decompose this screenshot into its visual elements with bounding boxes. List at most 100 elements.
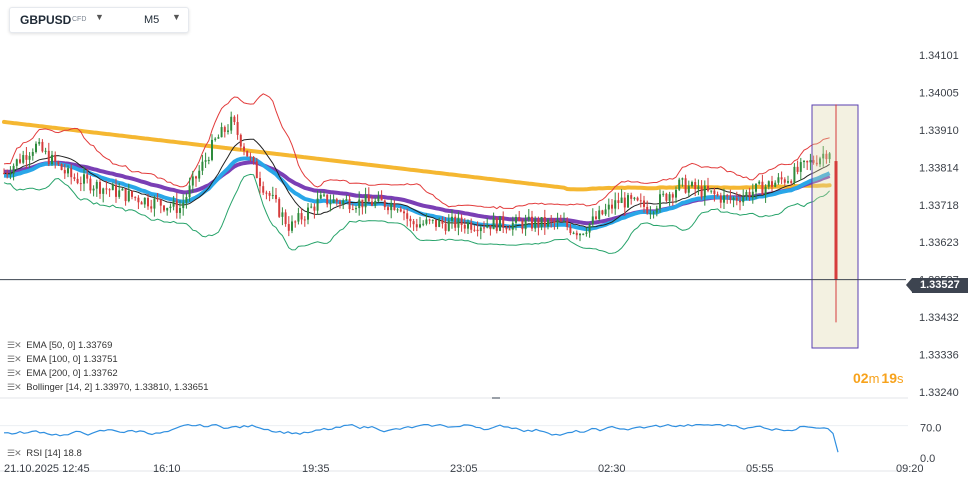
candle-body bbox=[457, 217, 460, 228]
candle-body bbox=[547, 219, 549, 227]
candle-body bbox=[351, 209, 354, 211]
candle-body bbox=[723, 195, 725, 203]
candle-countdown: 02m 19s bbox=[853, 370, 904, 386]
timeframe-selector[interactable]: M5 bbox=[144, 14, 160, 26]
candle-body bbox=[380, 196, 383, 201]
candle-body bbox=[543, 217, 546, 227]
candle-body bbox=[751, 191, 754, 198]
candle-body bbox=[623, 197, 626, 208]
candle-body bbox=[73, 177, 76, 179]
rsi-tick-label: 70.0 bbox=[920, 423, 941, 435]
indicator-legend-bollinger[interactable]: ☰✕ Bollinger [14, 2] 1.33970, 1.33810, 1… bbox=[7, 382, 209, 393]
candle-body bbox=[767, 181, 770, 187]
candle-body bbox=[575, 232, 578, 236]
candle-body bbox=[441, 220, 444, 224]
candle-body bbox=[451, 216, 453, 221]
candle-body bbox=[595, 216, 597, 219]
candle-body bbox=[6, 173, 9, 175]
candle-body bbox=[371, 201, 373, 206]
candle-body bbox=[15, 159, 18, 166]
candle-body bbox=[825, 153, 828, 160]
candle-body bbox=[531, 216, 533, 229]
indicator-legend-ema100[interactable]: ☰✕ EMA [100, 0] 1.33751 bbox=[7, 354, 118, 365]
candle-body bbox=[508, 229, 511, 231]
candle-body bbox=[604, 209, 607, 215]
candle-body bbox=[540, 217, 543, 228]
candle-body bbox=[428, 219, 431, 221]
candle-body bbox=[348, 199, 351, 210]
candle-body bbox=[297, 213, 300, 222]
candle-body bbox=[499, 216, 501, 231]
candle-body bbox=[803, 160, 805, 163]
ema100-line bbox=[3, 156, 831, 232]
candle-body bbox=[406, 213, 409, 219]
candle-body bbox=[156, 198, 159, 200]
settings-lines-icon[interactable]: ☰✕ bbox=[7, 382, 22, 392]
candle-body bbox=[790, 181, 793, 183]
candle-body bbox=[454, 216, 457, 228]
candle-body bbox=[479, 227, 482, 232]
candle-body bbox=[463, 224, 466, 229]
candle-body bbox=[588, 223, 591, 233]
candle-body bbox=[822, 153, 825, 159]
settings-lines-icon[interactable]: ☰✕ bbox=[7, 354, 22, 364]
indicator-legend-rsi[interactable]: ☰✕ RSI [14] 18.8 bbox=[7, 448, 82, 459]
candle-body bbox=[54, 154, 57, 162]
price-tick-label: 1.34101 bbox=[919, 50, 959, 62]
candle-body bbox=[630, 195, 633, 199]
candle-body bbox=[300, 213, 303, 220]
indicator-legend-ema50[interactable]: ☰✕ EMA [50, 0] 1.33769 bbox=[7, 340, 113, 351]
candle-body bbox=[633, 197, 636, 199]
candle-body bbox=[249, 156, 252, 158]
candle-body bbox=[700, 186, 703, 198]
candle-body bbox=[799, 162, 802, 172]
indicator-legend-ema200[interactable]: ☰✕ EMA [200, 0] 1.33762 bbox=[7, 368, 118, 379]
symbol-name[interactable]: GBPUSD bbox=[20, 13, 72, 27]
candle-body bbox=[639, 200, 642, 202]
candle-body bbox=[553, 220, 556, 223]
candle-body bbox=[527, 216, 530, 220]
candle-body bbox=[486, 225, 489, 228]
candle-body bbox=[431, 219, 434, 221]
candle-body bbox=[38, 141, 41, 144]
settings-lines-icon[interactable]: ☰✕ bbox=[7, 448, 22, 458]
candle-body bbox=[396, 209, 399, 211]
candle-body bbox=[668, 194, 671, 201]
candle-body bbox=[166, 207, 169, 211]
candle-body bbox=[687, 186, 690, 193]
candle-body bbox=[268, 192, 271, 196]
candle-body bbox=[319, 194, 322, 199]
candle-body bbox=[83, 174, 85, 184]
candle-body bbox=[771, 181, 773, 187]
settings-lines-icon[interactable]: ☰✕ bbox=[7, 368, 22, 378]
candle-body bbox=[188, 185, 191, 198]
candle-body bbox=[182, 202, 185, 209]
candle-body bbox=[278, 199, 281, 217]
candle-body bbox=[329, 202, 332, 205]
candle-body bbox=[505, 227, 508, 230]
candle-body bbox=[665, 193, 668, 201]
candle-body bbox=[214, 138, 217, 140]
candle-body bbox=[758, 181, 761, 184]
candle-body bbox=[287, 224, 290, 231]
candle-body bbox=[127, 190, 130, 202]
candle-body bbox=[796, 166, 799, 172]
candle-body bbox=[521, 221, 524, 230]
candle-body bbox=[339, 201, 341, 205]
timeframe-dropdown-icon[interactable]: ▼ bbox=[172, 12, 181, 22]
symbol-dropdown-icon[interactable]: ▼ bbox=[95, 12, 104, 22]
candle-body bbox=[409, 218, 412, 222]
candle-body bbox=[76, 178, 79, 184]
candle-body bbox=[179, 208, 181, 213]
candle-body bbox=[191, 176, 194, 186]
symbol-selector[interactable]: GBPUSD CFD ▼ M5 ▼ bbox=[9, 7, 189, 33]
candle-body bbox=[716, 194, 719, 196]
candle-body bbox=[271, 194, 274, 196]
candle-body bbox=[387, 207, 389, 211]
candle-body bbox=[476, 229, 479, 232]
price-tick-label: 1.33718 bbox=[919, 200, 959, 212]
candle-body bbox=[223, 127, 226, 132]
time-tick-label: 02:30 bbox=[598, 463, 626, 475]
settings-lines-icon[interactable]: ☰✕ bbox=[7, 340, 22, 350]
